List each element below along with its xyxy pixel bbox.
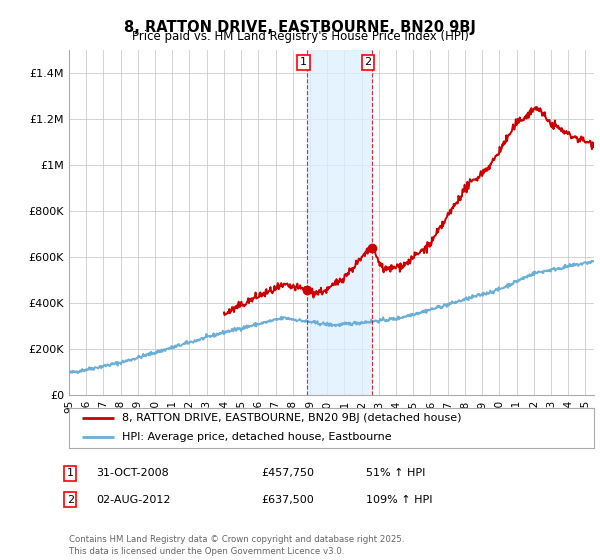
Text: 8, RATTON DRIVE, EASTBOURNE, BN20 9BJ: 8, RATTON DRIVE, EASTBOURNE, BN20 9BJ [124,20,476,35]
Text: 109% ↑ HPI: 109% ↑ HPI [366,494,433,505]
Text: 51% ↑ HPI: 51% ↑ HPI [366,468,425,478]
Text: HPI: Average price, detached house, Eastbourne: HPI: Average price, detached house, East… [121,432,391,442]
Text: 2: 2 [67,494,74,505]
Text: £457,750: £457,750 [261,468,314,478]
Text: £637,500: £637,500 [261,494,314,505]
Text: Price paid vs. HM Land Registry's House Price Index (HPI): Price paid vs. HM Land Registry's House … [131,30,469,43]
Bar [307,50,371,395]
Text: 1: 1 [300,57,307,67]
Text: 8, RATTON DRIVE, EASTBOURNE, BN20 9BJ (detached house): 8, RATTON DRIVE, EASTBOURNE, BN20 9BJ (d… [121,413,461,423]
Text: 02-AUG-2012: 02-AUG-2012 [96,494,170,505]
Text: 31-OCT-2008: 31-OCT-2008 [96,468,169,478]
Text: 1: 1 [67,468,74,478]
Text: Contains HM Land Registry data © Crown copyright and database right 2025.
This d: Contains HM Land Registry data © Crown c… [69,535,404,556]
Text: 2: 2 [364,57,371,67]
